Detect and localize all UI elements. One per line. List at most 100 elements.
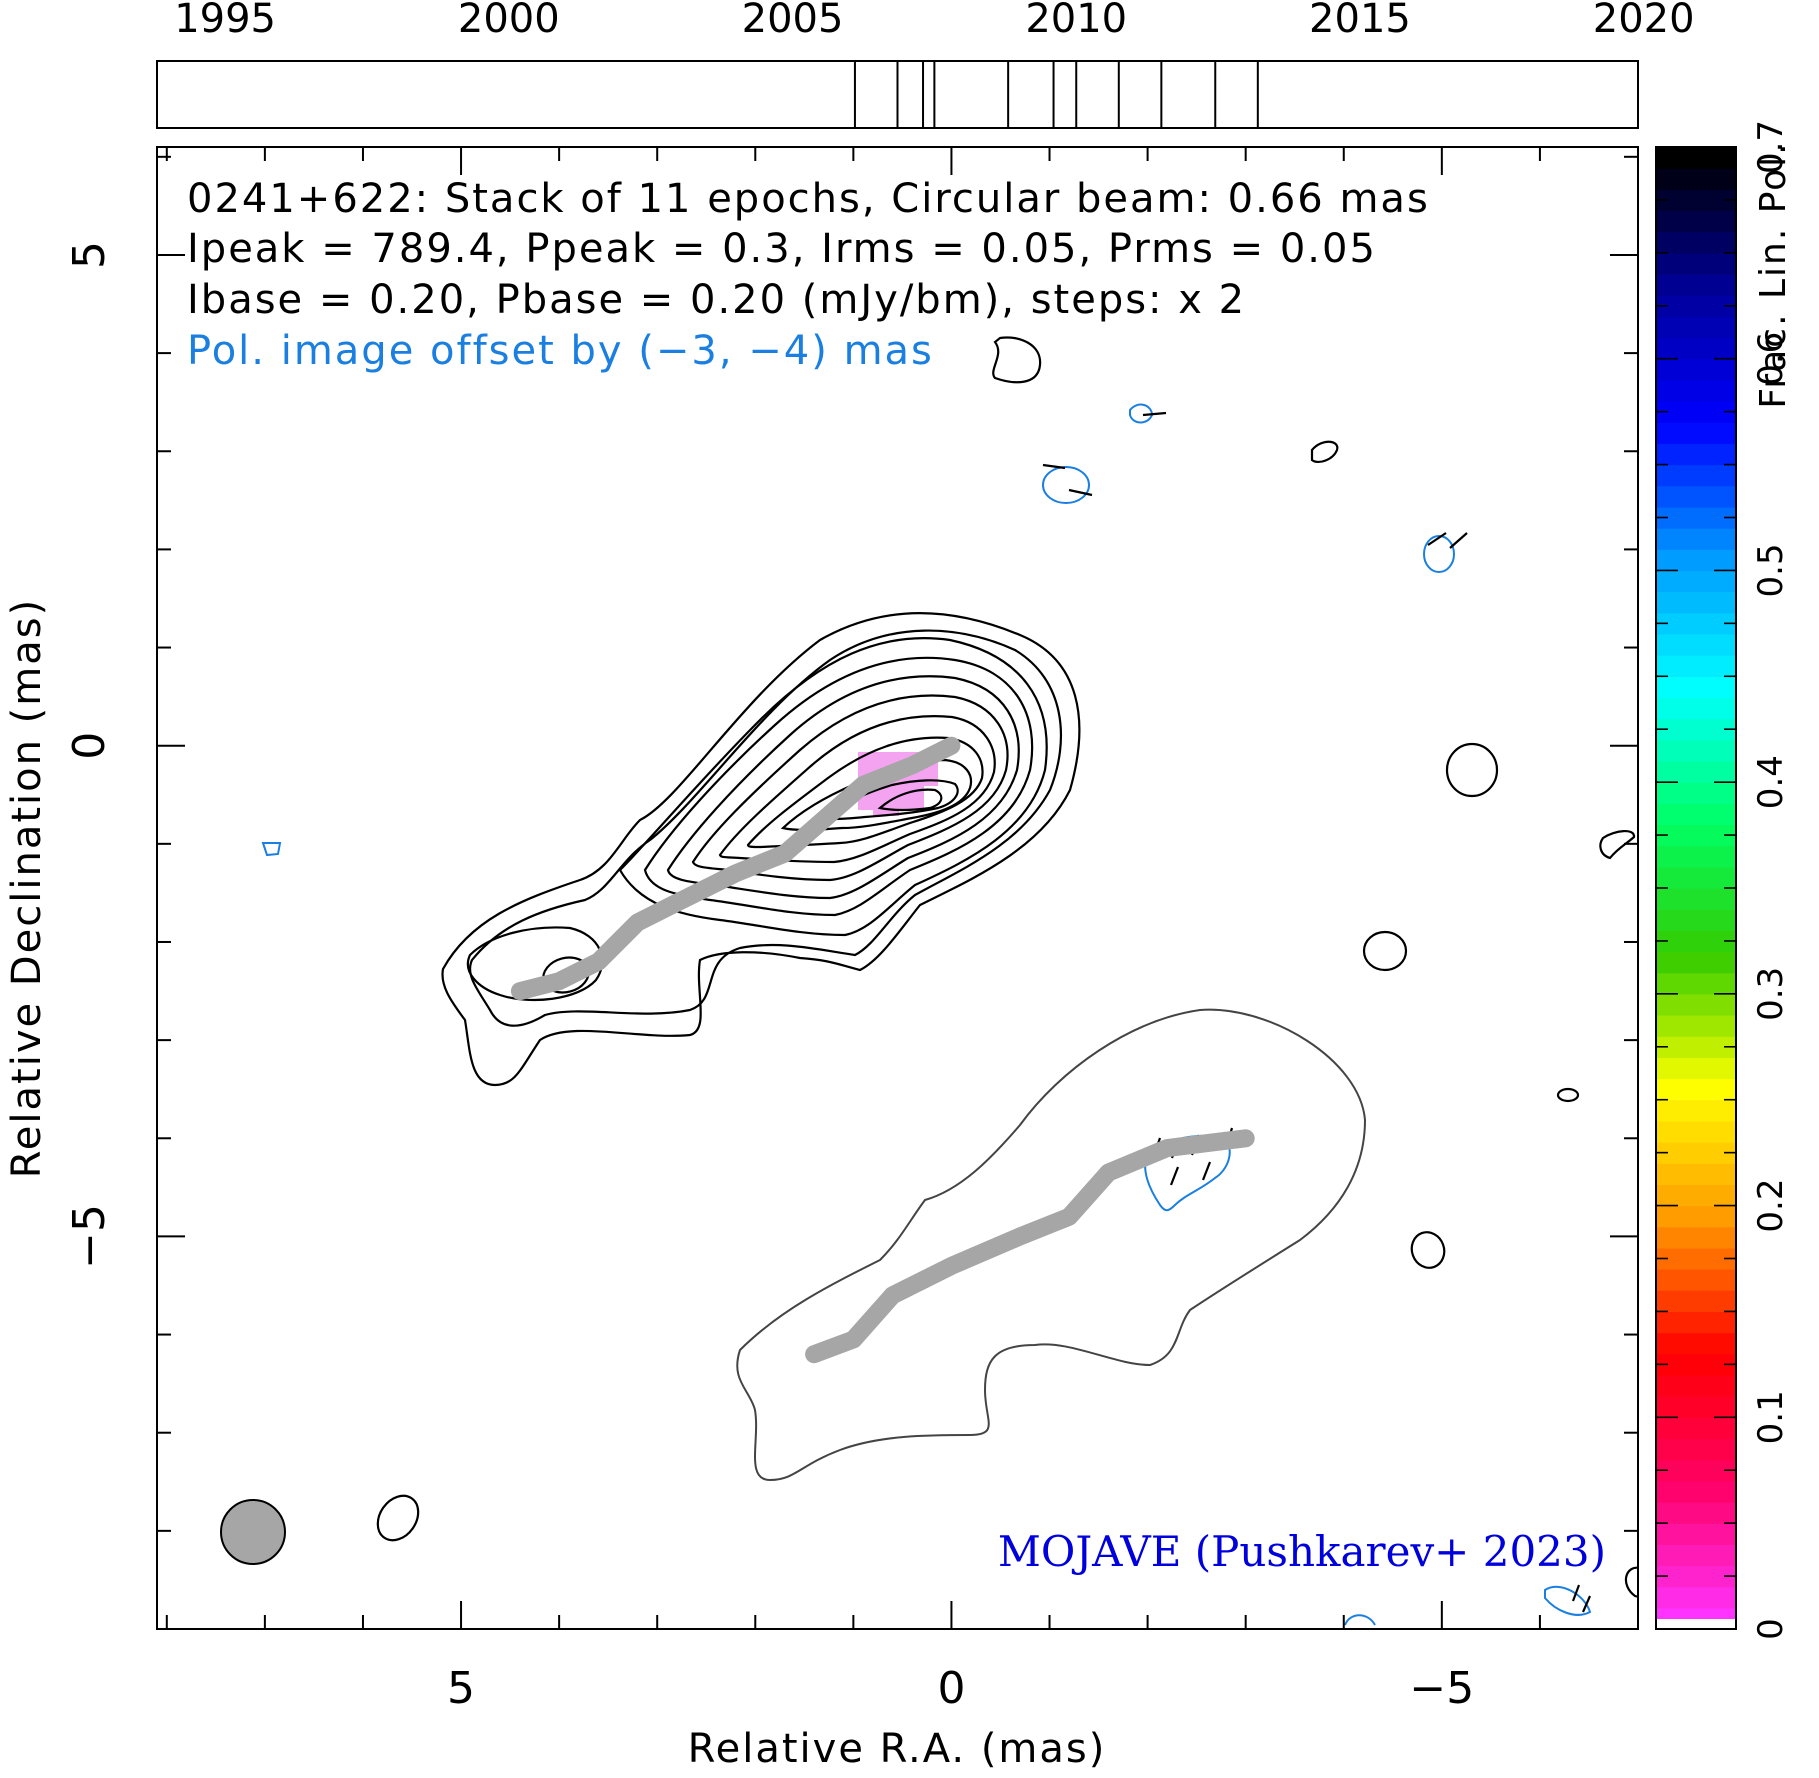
colorbar-tick-label: 0.7 [1751,120,1791,174]
colorbar-segment [1656,379,1736,402]
colorbar-segment [1656,909,1736,931]
colorbar-segment [1656,1374,1736,1397]
contour-level-5 [666,675,1020,900]
colorbar-segment [1656,1184,1736,1207]
map-panel: 5 0 −5 5 0 −5 0241+622: Stack of 11 epochs, C… [4,146,1639,1772]
evpa-tick [1571,1584,1581,1602]
colorbar-segment [1656,739,1736,762]
contour-noise [1362,930,1408,972]
contour-noise [1599,830,1636,860]
epoch-tick-label: 2020 [1593,0,1695,42]
pol-total-intensity-contour [736,1008,1367,1482]
colorbar-tick-label: 0.1 [1751,1390,1791,1444]
colorbar-segment [1656,1438,1736,1461]
colorbar-segment [1656,718,1736,741]
colorbar-segment [1656,1036,1736,1058]
colorbar-segment [1656,1057,1736,1080]
epoch-tick-label: 2005 [742,0,844,42]
colorbar-strip [1656,147,1736,1630]
colorbar-segment [1656,1120,1736,1143]
colorbar-segment [1656,422,1736,444]
colorbar-segment [1656,1480,1736,1503]
colorbar-tick-label: 0.2 [1751,1179,1791,1233]
header-line-3: Ibase = 0.20, Pbase = 0.20 (mJy/bm), ste… [187,277,1246,323]
colorbar-segment [1656,612,1736,635]
evpa-tick [1449,532,1468,549]
contour-noise [376,1494,420,1542]
colorbar-segment [1656,1142,1736,1164]
colorbar-segment [1656,1205,1736,1228]
x-tick-label: 5 [447,1663,475,1714]
colorbar-segment [1656,1544,1736,1567]
colorbar-segment [1656,1459,1736,1482]
contour-level-4 [643,656,1034,917]
colorbar-segment [1656,443,1736,466]
colorbar-segment [1656,1417,1736,1440]
contour-level-8 [746,736,984,849]
colorbar-segment [1656,1015,1736,1037]
colorbar-segment [1656,1586,1736,1609]
colorbar-tick-label: 0.4 [1751,755,1791,809]
evpa-tick [1042,463,1066,470]
colorbar-segment [1656,591,1736,614]
colorbar-segment [1656,295,1736,317]
ridge-lines [510,736,1255,1364]
colorbar-segment [1656,1247,1736,1270]
colorbar: 0 0.1 0.2 0.3 0.4 0.5 0.6 0.7 Frac. Lin. Pol. [1655,120,1794,1640]
colorbar-segment [1656,951,1736,974]
contour-noise [1624,1566,1638,1598]
colorbar-segment [1656,676,1736,699]
colorbar-segment [1656,993,1736,1016]
colorbar-tick-label: 0 [1751,1618,1791,1640]
pol-contour-noise [1544,1585,1592,1616]
y-tick-label: 5 [64,241,115,269]
header-line-1: 0241+622: Stack of 11 epochs, Circular b… [187,176,1430,222]
colorbar-segment [1656,1619,1736,1629]
colorbar-segment [1656,464,1736,487]
colorbar-tick-label: 0.5 [1751,543,1791,597]
colorbar-segment [1656,570,1736,593]
map-frame [156,146,1639,1630]
colorbar-segment [1656,337,1736,360]
evpa-tick [1581,1595,1592,1613]
y-axis-label: Relative Declination (mas) [4,598,50,1178]
epoch-tick-label: 2015 [1309,0,1411,42]
pol-contour-noise [1042,466,1090,504]
evpa-tick [1169,1166,1180,1186]
colorbar-segment [1656,316,1736,339]
contour-level-3 [618,637,1048,937]
colorbar-segment [1656,845,1736,868]
offset-note: Pol. image offset by (−3, −4) mas [187,328,934,374]
colorbar-segment [1656,506,1736,529]
restoring-beam [220,1499,286,1565]
colorbar-segment [1656,1501,1736,1524]
contour-noise [1410,1231,1446,1269]
colorbar-tick-label: 0.3 [1751,967,1791,1021]
pol-contour-noise [1423,535,1455,573]
colorbar-segment [1656,1396,1736,1418]
colorbar-segment [1656,888,1736,910]
colorbar-segment [1656,782,1736,804]
colorbar-segment [1656,485,1736,508]
colorbar-segment [1656,1226,1736,1249]
pol-contour-noise [261,842,282,857]
evpa-tick [1427,532,1447,546]
epoch-tick-label: 2000 [458,0,560,42]
colorbar-segment [1656,1078,1736,1101]
x-tick-label: 0 [937,1663,965,1714]
frac-pol-pixel [873,808,899,816]
colorbar-tick-label: 0.6 [1751,332,1791,386]
contour-noise [992,336,1042,384]
epoch-timeline: 1995 2000 2005 2010 2015 2020 [156,0,1695,129]
ridge-line-pol [805,1129,1255,1364]
pol-contour-noise [1344,1614,1376,1626]
colorbar-segment [1656,1269,1736,1291]
colorbar-segment [1656,274,1736,296]
epoch-tick-labels: 1995 2000 2005 2010 2015 2020 [174,0,1694,42]
colorbar-segment [1656,210,1736,233]
stokes-i-contours [376,336,1638,1598]
colorbar-segment [1656,655,1736,677]
colorbar-label: Frac. Lin. Pol. [1753,141,1794,408]
colorbar-segment [1656,824,1736,847]
